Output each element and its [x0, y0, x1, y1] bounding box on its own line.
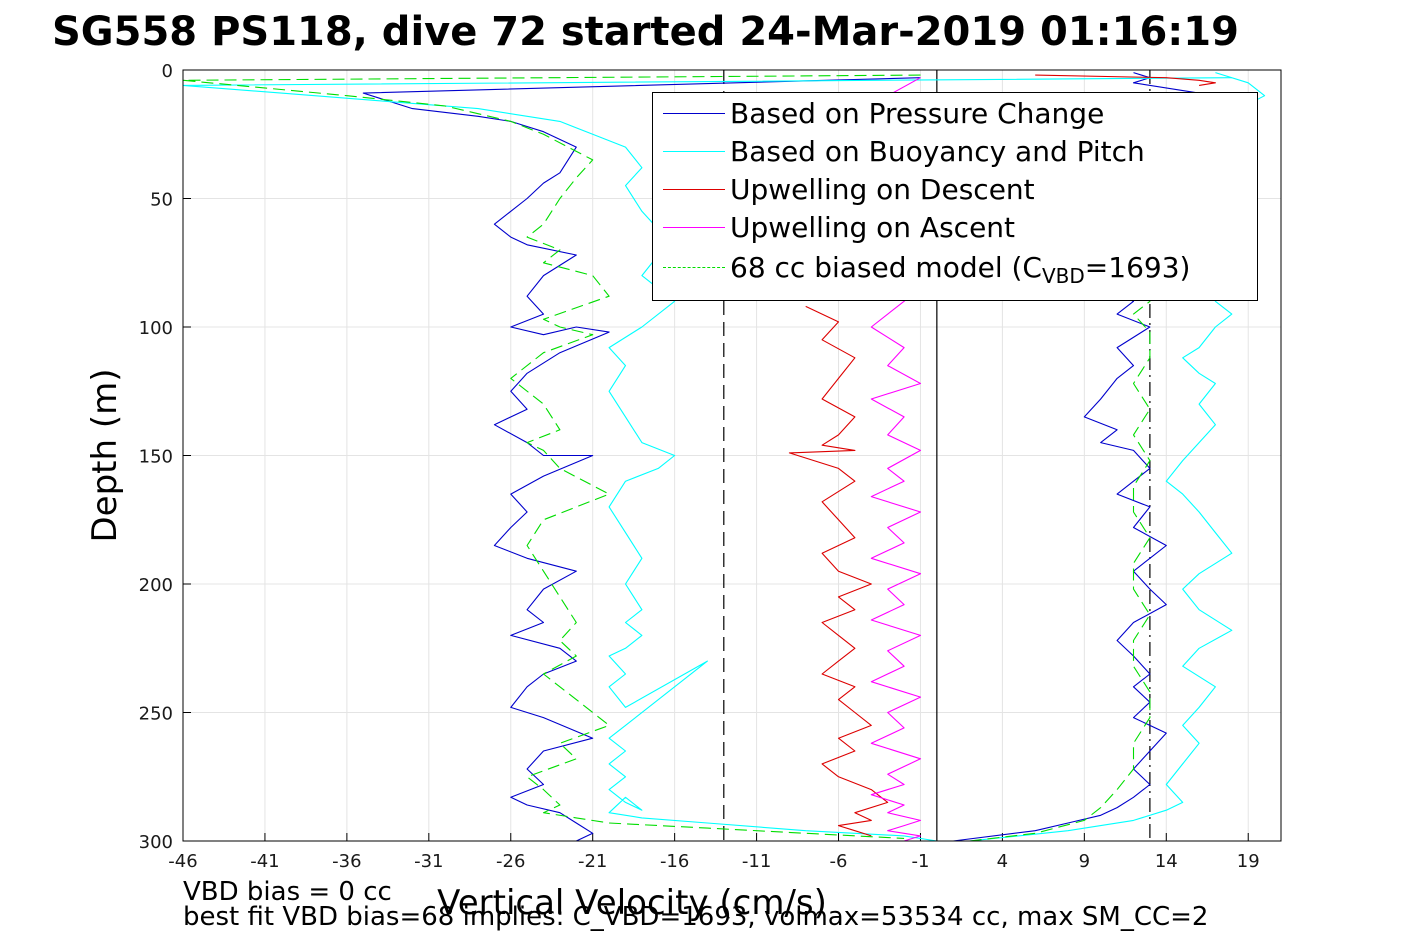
series-line [788, 305, 889, 837]
legend-label: Based on Pressure Change [730, 97, 1105, 130]
legend-swatch [663, 267, 725, 268]
x-tick-label: -1 [911, 851, 929, 872]
legend-label-post: =1693) [1084, 251, 1191, 284]
y-tick-label: 100 [139, 318, 173, 339]
legend-swatch [663, 227, 725, 228]
y-tick-label: 150 [139, 447, 173, 468]
x-tick-label: -6 [830, 851, 848, 872]
legend-label: Based on Buoyancy and Pitch [730, 135, 1145, 168]
legend-label: 68 cc biased model (CVBD=1693) [730, 251, 1191, 288]
x-tick-label: -36 [332, 851, 361, 872]
series-group [182, 72, 1266, 842]
series-line [182, 74, 921, 839]
legend-label-sub: VBD [1041, 264, 1085, 288]
legend-label: Upwelling on Descent [730, 173, 1035, 206]
x-tick-label: -46 [168, 851, 197, 872]
series-line [1035, 74, 1216, 86]
best-fit-note: best fit VBD bias=68 implies: C_VBD=1693… [183, 902, 1209, 932]
x-tick-label: -16 [660, 851, 689, 872]
legend-item-upwelling-descent: Upwelling on Descent [653, 173, 1253, 209]
chart-title: SG558 PS118, dive 72 started 24-Mar-2019… [52, 9, 1239, 55]
legend-item-pressure-change: Based on Pressure Change [653, 97, 1253, 133]
legend-swatch [663, 151, 725, 152]
legend-label: Upwelling on Ascent [730, 211, 1016, 244]
x-tick-label: 9 [1079, 851, 1090, 872]
series-line [969, 296, 1151, 842]
y-tick-label: 300 [139, 832, 173, 853]
axes-box [182, 69, 1282, 842]
x-tick-label: 4 [997, 851, 1008, 872]
y-tick-label: 200 [139, 575, 173, 596]
y-tick-label: 250 [139, 704, 173, 725]
x-tick-label: 14 [1155, 851, 1178, 872]
vbd-bias-note: VBD bias = 0 cc [183, 877, 392, 907]
legend-swatch [663, 189, 725, 190]
legend-item-upwelling-ascent: Upwelling on Ascent [653, 211, 1253, 247]
x-axis-label: Vertical Velocity (cm/s) [437, 883, 827, 923]
legend: Based on Pressure Change Based on Buoyan… [652, 92, 1258, 301]
x-tick-label: -41 [250, 851, 279, 872]
x-tick-label: -26 [496, 851, 525, 872]
x-tick-label: -31 [414, 851, 443, 872]
legend-swatch [663, 113, 725, 114]
y-axis-label: Depth (m) [85, 368, 125, 542]
series-line [362, 77, 921, 842]
series-line [182, 77, 1232, 842]
y-tick-label: 0 [162, 61, 173, 82]
y-tick-label: 50 [150, 190, 173, 211]
y-tick-labels: 0 50 100 150 200 250 300 [139, 61, 173, 853]
x-tick-label: 19 [1237, 851, 1260, 872]
series-line [870, 77, 922, 842]
x-tick-labels: -46 -41 -36 -31 -26 -21 -16 -11 -6 -1 4 9 14 19 [168, 851, 1259, 872]
legend-item-biased-model: 68 cc biased model (CVBD=1693) [653, 251, 1253, 287]
legend-item-buoyancy-pitch: Based on Buoyancy and Pitch [653, 135, 1253, 171]
x-tick-label: -21 [578, 851, 607, 872]
legend-label-pre: 68 cc biased model (C [730, 251, 1042, 284]
x-tick-label: -11 [742, 851, 771, 872]
